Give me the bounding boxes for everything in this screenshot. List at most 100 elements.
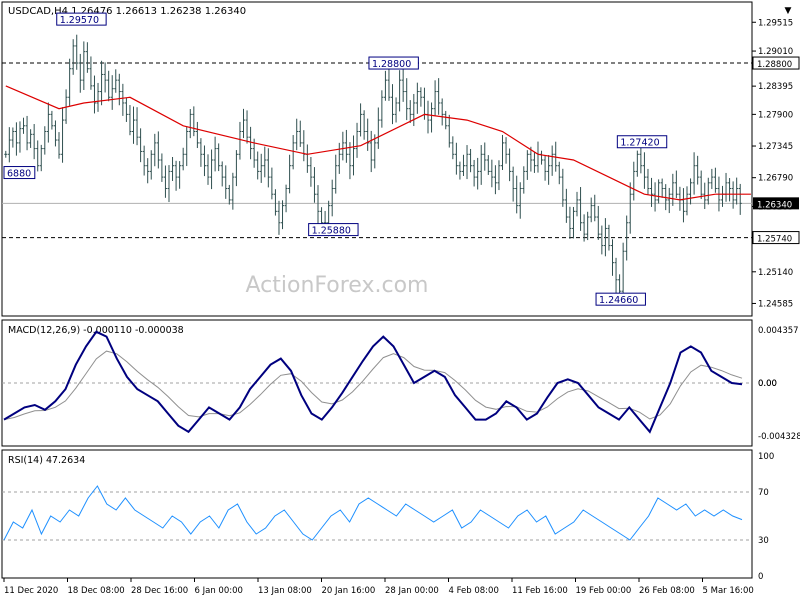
ohlc-bar (355, 122, 359, 158)
ohlc-bar (220, 161, 224, 187)
ohlc-bar (18, 121, 22, 153)
ohlc-bar (227, 184, 231, 205)
ohlc-bar (174, 160, 178, 191)
ohlc-bar (110, 75, 114, 110)
ohlc-bar (36, 140, 40, 172)
price-tag-label: 1.26340 (757, 200, 792, 210)
ohlc-bar (433, 80, 437, 116)
x-tick-label: 18 Dec 08:00 (68, 586, 125, 596)
ohlc-bar (92, 75, 96, 114)
ohlc-bar (188, 109, 192, 139)
rsi-line (3, 485, 743, 541)
ohlc-bar (660, 178, 664, 198)
y-tick-label: 1.24585 (758, 299, 793, 309)
annotation-box (3, 166, 36, 180)
ohlc-bar (61, 107, 65, 163)
ohlc-bar (171, 157, 175, 181)
ohlc-bar (128, 105, 132, 136)
annotation-box (56, 12, 107, 26)
ohlc-bar (213, 136, 217, 172)
ohlc-bar (522, 166, 526, 194)
level-tag-box (752, 56, 800, 70)
ohlc-bar (277, 200, 281, 235)
ohlc-bar (685, 186, 689, 216)
y-tick-label: 1.28395 (758, 82, 793, 92)
macd-y-tick-label: -0.004328 (758, 432, 800, 442)
ohlc-bar (241, 108, 245, 139)
ohlc-bar (330, 179, 334, 217)
ohlc-bar (348, 142, 352, 180)
x-tick-label: 28 Dec 16:00 (131, 586, 188, 596)
ohlc-bar (461, 154, 465, 176)
ohlc-bar (561, 168, 565, 207)
ohlc-bar (667, 187, 671, 214)
y-tick-label: 1.27345 (758, 142, 793, 152)
ohlc-bar (337, 142, 341, 174)
ohlc-bar (281, 200, 285, 230)
ohlc-bar (68, 58, 72, 106)
annotation-box (368, 56, 419, 70)
ohlc-bar (582, 214, 586, 242)
price-y-axis: 1.29515 1.29010 1.28395 1.27900 1.27345 1.267… (752, 18, 800, 309)
ohlc-bar (89, 56, 93, 90)
ohlc-bar (185, 126, 189, 167)
ohlc-bar (210, 149, 214, 190)
ohlc-bar (149, 150, 153, 180)
ohlc-bar (412, 93, 416, 127)
ohlc-bar (369, 130, 373, 173)
ohlc-bar (454, 142, 458, 175)
ohlc-bar (593, 194, 597, 222)
ohlc-bar (245, 110, 249, 144)
ohlc-bar (550, 145, 554, 176)
ohlc-bar (532, 151, 536, 173)
chart-menu-arrow[interactable]: ▼ (785, 6, 792, 16)
ohlc-bar (139, 128, 143, 163)
ohlc-bar (224, 165, 228, 199)
ohlc-bar (437, 78, 441, 115)
ohlc-bar (312, 167, 316, 203)
price-header: USDCAD,H4 1.26476 1.26613 1.26238 1.2634… (8, 6, 246, 17)
x-tick-label: 13 Jan 08:00 (258, 586, 312, 596)
y-tick-label: 1.29010 (758, 47, 793, 57)
ohlc-bar (100, 60, 104, 106)
watermark: ActionForex.com (246, 273, 429, 298)
x-tick-label: 28 Jan 00:00 (385, 586, 439, 596)
ohlc-bar (256, 151, 260, 180)
x-tick-label: 11 Dec 2020 (4, 586, 58, 596)
ohlc-bar (731, 181, 735, 209)
ohlc-bar (571, 206, 575, 239)
annotation-box (616, 135, 668, 149)
ohlc-bar (653, 182, 657, 212)
ohlc-bar (479, 145, 483, 185)
ohlc-bar (646, 168, 650, 195)
ohlc-bar (465, 145, 469, 180)
ohlc-bar (394, 97, 398, 123)
ohlc-bar (440, 98, 444, 126)
ohlc-bar (32, 124, 36, 160)
ohlc-bar (341, 131, 345, 161)
ohlc-bar (398, 70, 402, 112)
ohlc-bar (266, 148, 270, 188)
ohlc-bar (738, 183, 742, 215)
ohlc-bar (78, 53, 82, 93)
price-tag-box (753, 197, 799, 210)
ohlc-bar (621, 242, 625, 300)
ohlc-bar (259, 153, 263, 183)
ohlc-bar (263, 146, 267, 178)
level-tag-label: 1.28800 (757, 60, 792, 70)
ohlc-bar (493, 165, 497, 195)
rsi-lines (2, 485, 752, 541)
ohlc-bar (511, 166, 515, 202)
ohlc-bar (359, 103, 363, 137)
ohlc-bar (46, 102, 50, 143)
ohlc-bar (575, 191, 579, 217)
ohlc-bar (529, 146, 533, 172)
ohlc-bar (231, 172, 235, 210)
ohlc-bar (628, 182, 632, 234)
ohlc-bar (735, 177, 739, 205)
macd-title: MACD(12,26,9) -0.000110 -0.000038 (8, 325, 184, 336)
ohlc-bar (107, 70, 111, 102)
ohlc-bar (401, 66, 405, 102)
ohlc-bar (600, 225, 604, 255)
